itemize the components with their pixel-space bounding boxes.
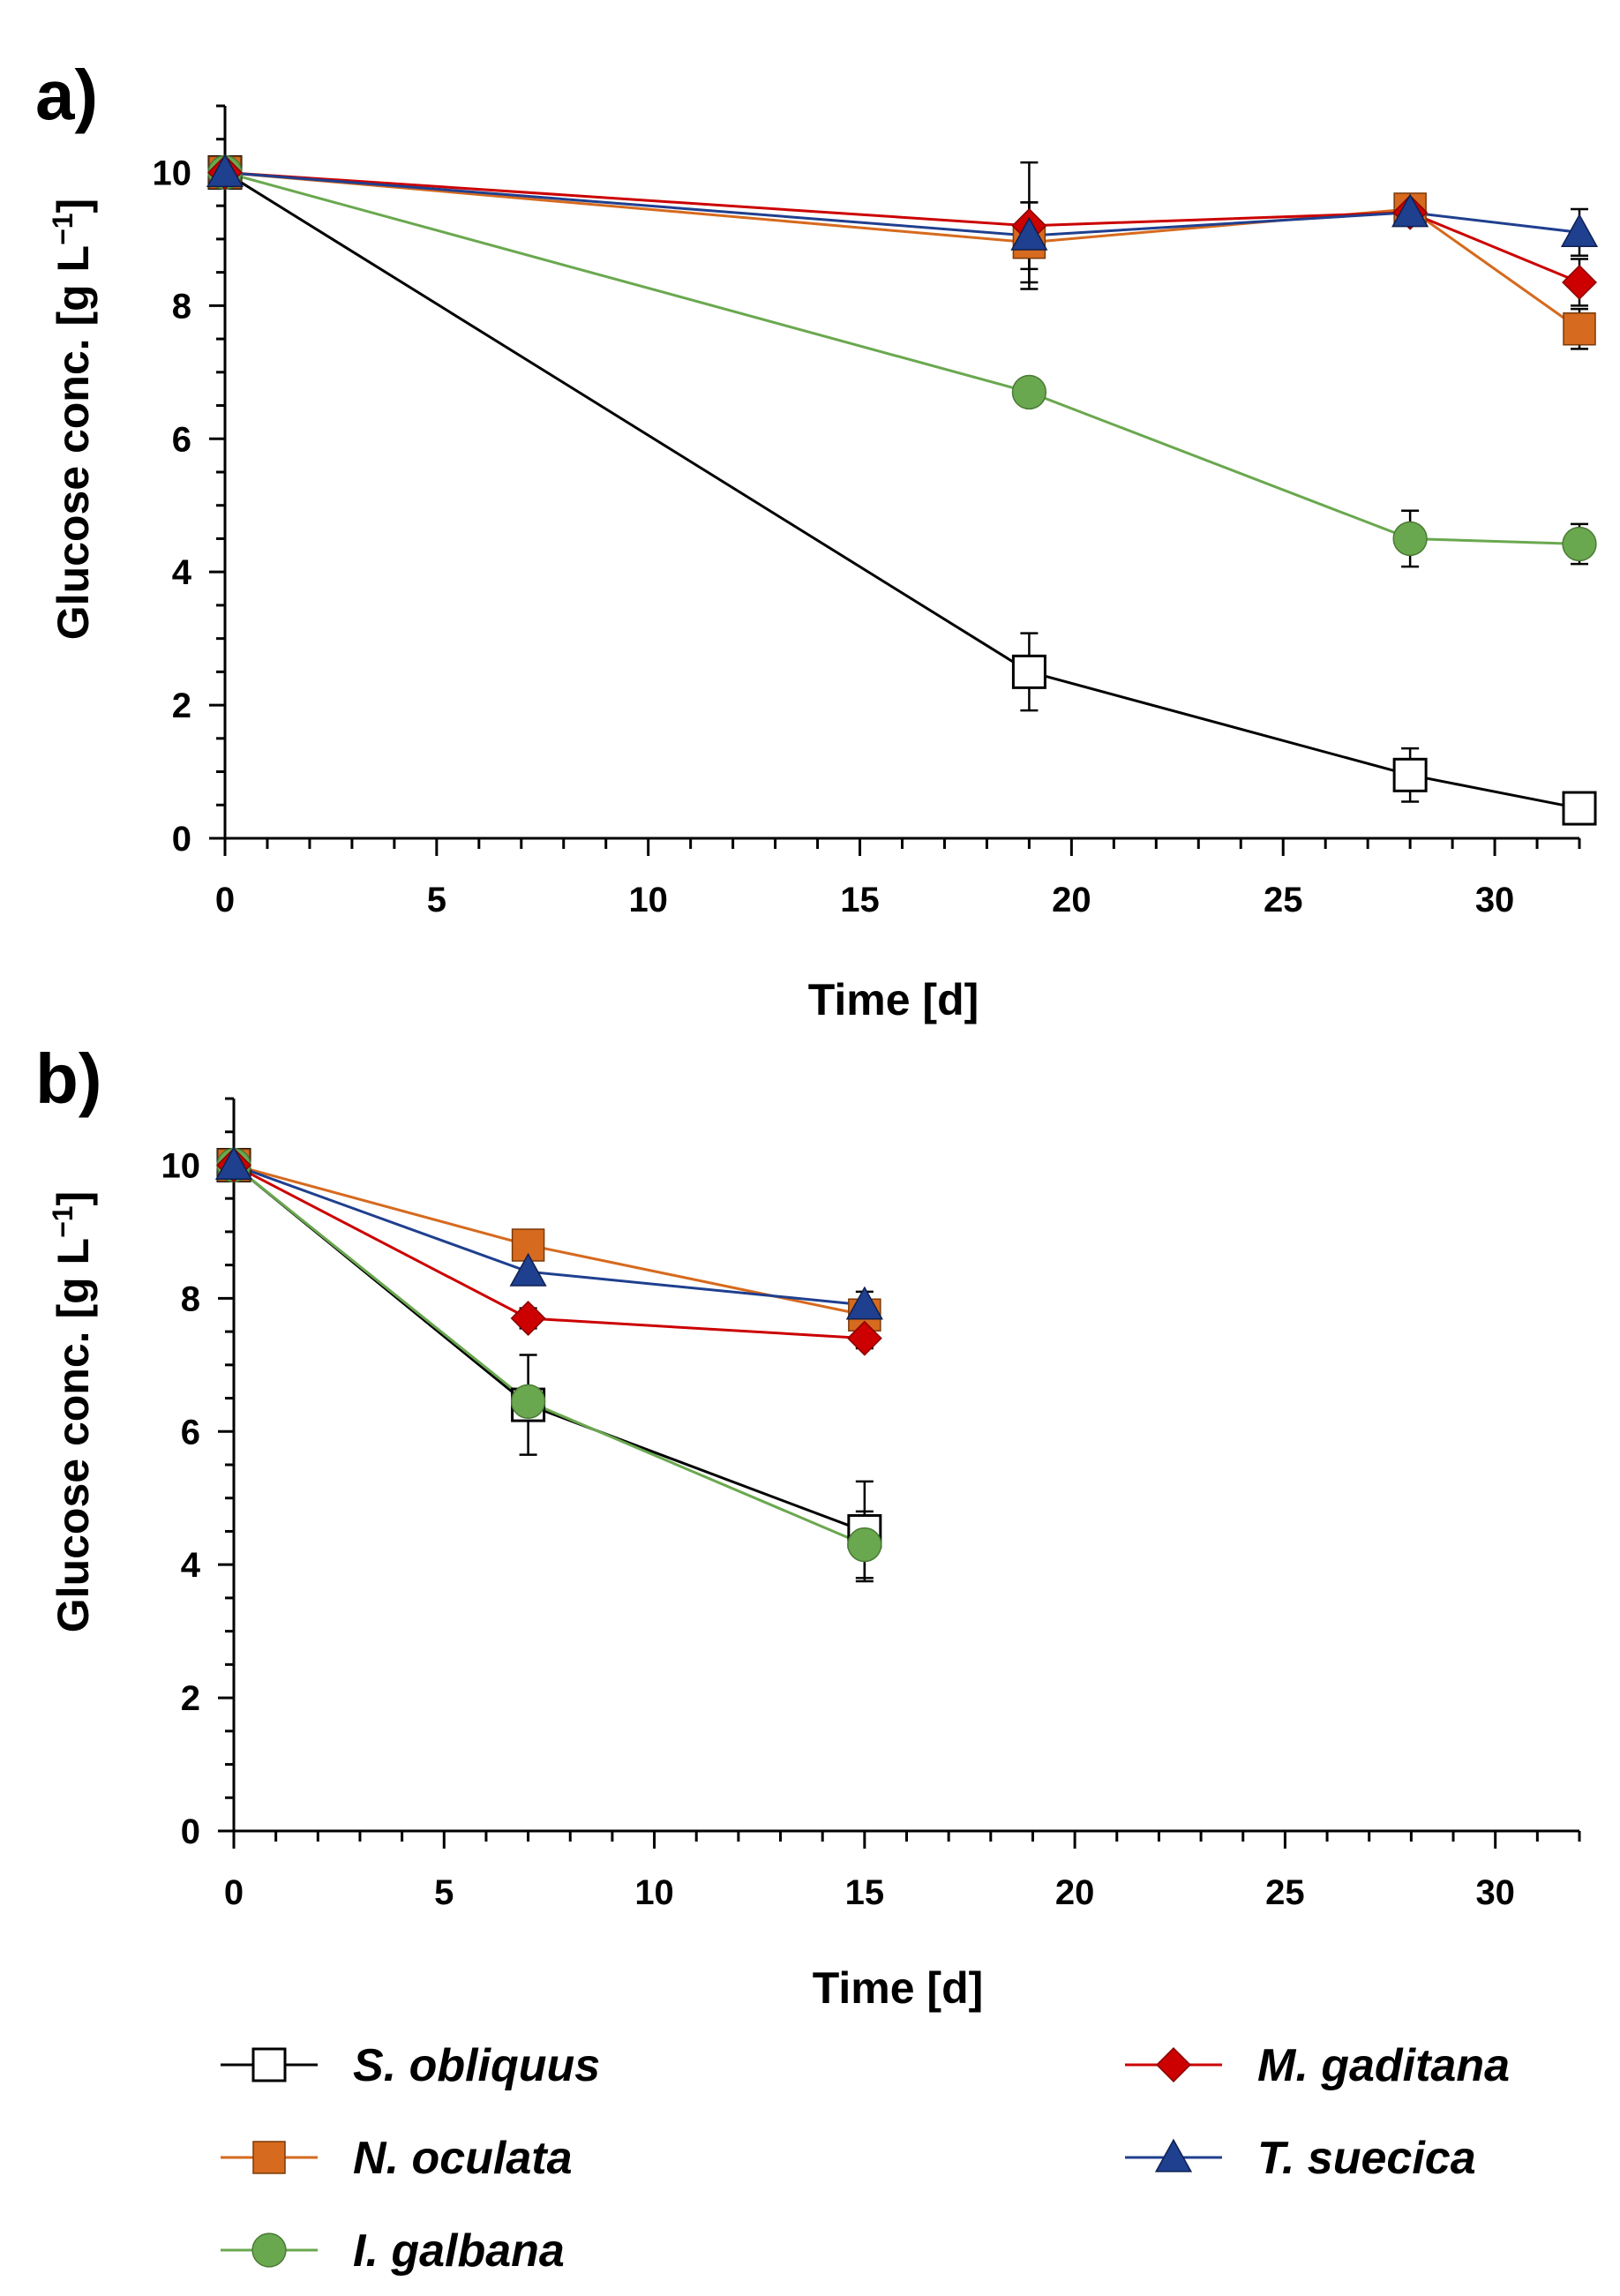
x-tick-label: 15 — [845, 1873, 885, 1912]
x-tick-label: 25 — [1265, 1873, 1305, 1912]
data-point-i-galbana — [1562, 526, 1597, 562]
x-tick-label: 25 — [1264, 881, 1303, 919]
y-tick-label: 4 — [181, 1546, 201, 1585]
series-line-t-suecica — [224, 170, 1580, 237]
panel-label: a) — [35, 56, 98, 134]
data-point-s-obliquus — [1392, 757, 1428, 792]
x-tick-label: 30 — [1475, 881, 1515, 919]
legend-marker-i-galbana — [251, 2232, 287, 2268]
y-tick-label: 2 — [181, 1679, 200, 1718]
y-tick-label: 6 — [172, 420, 191, 459]
x-tick-label: 20 — [1055, 1873, 1095, 1912]
x-tick-label: 10 — [628, 881, 668, 919]
x-tick-label: 5 — [427, 881, 446, 919]
y-tick-label: 8 — [181, 1279, 200, 1318]
legend-label-m-gaditana: M. gaditana — [1257, 2040, 1510, 2091]
x-tick-label: 20 — [1052, 881, 1091, 919]
data-point-i-galbana — [510, 1384, 546, 1419]
data-point-m-gaditana — [1562, 264, 1597, 300]
x-tick-label: 10 — [634, 1873, 674, 1912]
x-tick-label: 5 — [434, 1873, 454, 1912]
y-axis-title: Glucose conc. [g L−1] — [47, 1191, 98, 1632]
series-line-s-obliquus — [224, 171, 1580, 810]
legend-label-s-obliquus: S. obliquus — [353, 2040, 600, 2091]
data-point-t-suecica — [845, 1286, 883, 1320]
data-point-t-suecica — [1391, 193, 1429, 228]
panel-label: b) — [35, 1039, 102, 1118]
data-point-i-galbana — [1011, 374, 1047, 410]
y-tick-label: 8 — [172, 287, 191, 326]
legend-label-t-suecica: T. suecica — [1257, 2133, 1476, 2184]
y-tick-label: 10 — [153, 154, 192, 192]
data-point-i-galbana — [847, 1527, 882, 1563]
data-point-t-suecica — [206, 154, 244, 188]
y-axis-title-close: ] — [49, 199, 98, 214]
y-axis-title-main: Glucose conc. [g L — [49, 1238, 98, 1632]
legend-marker-s-obliquus — [251, 2047, 287, 2082]
data-point-m-gaditana — [846, 1320, 882, 1356]
x-tick-label: 0 — [224, 1873, 244, 1912]
series-line-m-gaditana — [224, 170, 1580, 284]
y-tick-label: 2 — [172, 687, 191, 725]
y-tick-label: 6 — [181, 1413, 200, 1452]
panel-a: a) 0 2 4 6 8 10 0 5 10 15 20 25 30 Time [d] Glucose con… — [35, 56, 1599, 1024]
series-line-n-oculata — [224, 170, 1580, 330]
data-point-s-obliquus — [1011, 654, 1046, 689]
y-tick-label: 10 — [161, 1146, 201, 1185]
data-point-t-suecica — [509, 1252, 547, 1287]
y-axis-title-close: ] — [49, 1191, 98, 1206]
legend-label-i-galbana: I. galbana — [353, 2225, 565, 2277]
y-axis-title-main: Glucose conc. [g L — [49, 245, 98, 640]
x-axis-title: Time [d] — [813, 1963, 984, 2013]
series-line-t-suecica — [233, 1164, 865, 1307]
y-axis-title-superscript: −1 — [47, 213, 79, 244]
legend: S. obliquus M. gaditana N. oculata T. sueci… — [221, 2040, 1510, 2277]
legend-marker-m-gaditana — [1156, 2047, 1191, 2082]
panel-b: b) 0 2 4 6 8 10 0 5 10 15 20 25 30 Time [d] Glucose con… — [35, 1039, 1581, 2013]
y-tick-label: 4 — [172, 553, 192, 592]
series-line-s-obliquus — [233, 1164, 866, 1533]
x-tick-label: 0 — [215, 881, 235, 919]
y-axis-title-superscript: −1 — [47, 1205, 79, 1237]
data-point-m-gaditana — [510, 1301, 546, 1336]
series-line-i-galbana — [233, 1164, 866, 1546]
x-tick-label: 30 — [1475, 1873, 1515, 1912]
data-point-t-suecica — [214, 1146, 253, 1181]
x-axis-title: Time [d] — [808, 975, 979, 1024]
legend-marker-n-oculata — [252, 2141, 286, 2174]
y-tick-label: 0 — [181, 1812, 200, 1851]
series-line-i-galbana — [224, 171, 1580, 545]
data-point-s-obliquus — [1562, 791, 1597, 826]
legend-label-n-oculata: N. oculata — [353, 2133, 573, 2184]
data-point-t-suecica — [1010, 216, 1048, 251]
data-point-t-suecica — [1560, 214, 1599, 247]
y-tick-label: 0 — [172, 820, 191, 859]
y-axis-title: Glucose conc. [g L−1] — [47, 199, 98, 640]
data-point-i-galbana — [1392, 521, 1428, 557]
data-point-n-oculata — [1563, 312, 1596, 346]
legend-marker-t-suecica — [1154, 2138, 1193, 2172]
x-tick-label: 15 — [840, 881, 880, 919]
